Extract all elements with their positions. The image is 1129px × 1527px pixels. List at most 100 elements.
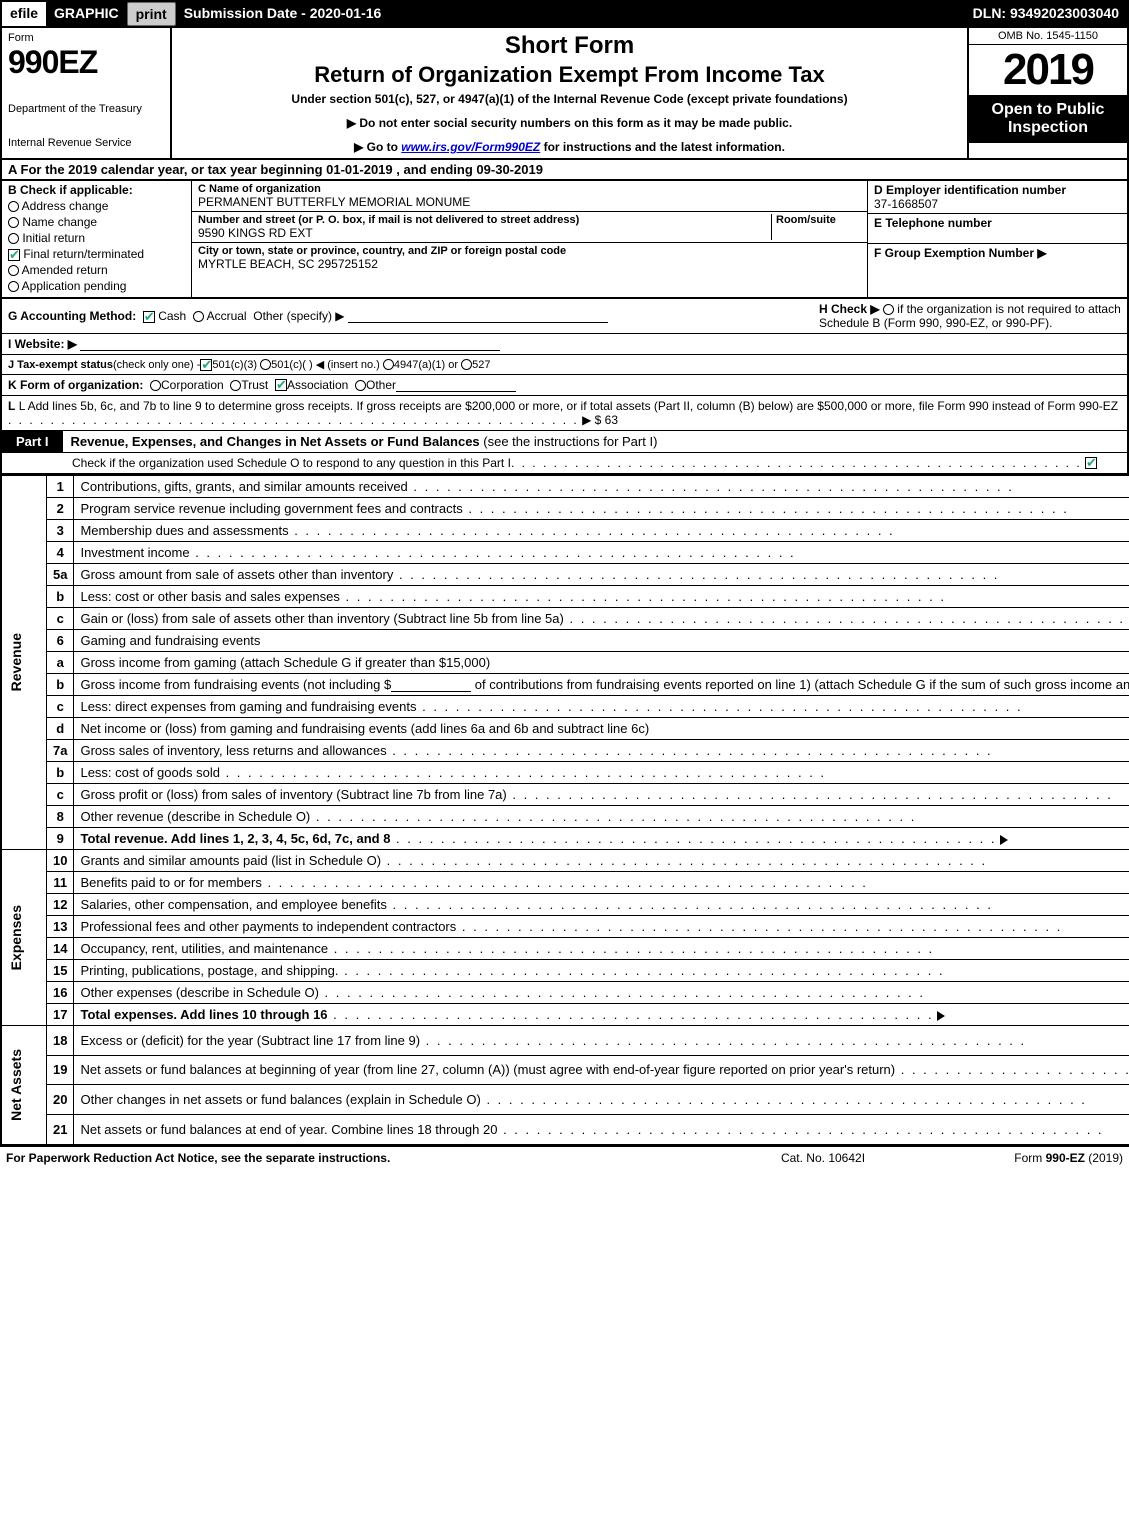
chk-cash[interactable] — [143, 311, 155, 323]
meta-block: G Accounting Method: Cash Accrual Other … — [0, 299, 1129, 475]
chk-corp[interactable] — [150, 380, 161, 391]
chk-final-return[interactable]: Final return/terminated — [8, 247, 185, 261]
submission-date-label: Submission Date - — [184, 5, 310, 21]
line-k-assoc: Association — [287, 378, 348, 392]
dots-icon — [338, 963, 944, 978]
dln-value: 93492023003040 — [1010, 5, 1119, 21]
org-addr-value: 9590 KINGS RD EXT — [198, 226, 771, 240]
part1-bar: Part I Revenue, Expenses, and Changes in… — [2, 431, 1127, 453]
form-header: Form 990EZ Department of the Treasury In… — [0, 28, 1129, 160]
form-word: Form — [8, 32, 164, 44]
box-b-header: B Check if applicable: — [8, 183, 185, 197]
line-g-accrual: Accrual — [207, 309, 247, 323]
chk-4947[interactable] — [383, 359, 394, 370]
org-name-row: C Name of organization PERMANENT BUTTERF… — [192, 181, 867, 212]
chk-527[interactable] — [461, 359, 472, 370]
row-13: 13 Professional fees and other payments … — [1, 916, 1129, 938]
dots-icon — [340, 589, 946, 604]
line-k-label: K Form of organization: — [8, 378, 143, 392]
row-21: 21 Net assets or fund balances at end of… — [1, 1114, 1129, 1144]
org-name-label: C Name of organization — [198, 183, 861, 195]
line-k-other-field[interactable] — [396, 378, 516, 392]
row-3: 3 Membership dues and assessments 3 — [1, 520, 1129, 542]
dots-icon — [310, 809, 916, 824]
row-6: 6 Gaming and fundraising events — [1, 630, 1129, 652]
dots-icon — [319, 985, 925, 1000]
row-4: 4 Investment income 4 — [1, 542, 1129, 564]
l13-desc: Professional fees and other payments to … — [80, 919, 456, 934]
chk-amended-return[interactable]: Amended return — [8, 263, 185, 277]
row-6d: d Net income or (loss) from gaming and f… — [1, 718, 1129, 740]
l12-desc: Salaries, other compensation, and employ… — [80, 897, 386, 912]
print-button[interactable]: print — [127, 2, 176, 26]
org-city-row: City or town, state or province, country… — [192, 243, 867, 273]
dots-icon — [420, 1033, 1026, 1048]
dots-icon — [381, 853, 987, 868]
period-label: A For the 2019 calendar year, or tax yea… — [8, 162, 326, 177]
row-9: 9 Total revenue. Add lines 1, 2, 3, 4, 5… — [1, 828, 1129, 850]
footer-right-pre: Form — [1014, 1151, 1045, 1165]
dots-icon — [387, 897, 993, 912]
l6d-no: d — [47, 718, 74, 740]
row-5a: 5a Gross amount from sale of assets othe… — [1, 564, 1129, 586]
part1-title-text: Revenue, Expenses, and Changes in Net As… — [71, 434, 480, 449]
org-city-label: City or town, state or province, country… — [198, 245, 861, 257]
l7b-desc: Less: cost of goods sold — [80, 765, 219, 780]
footer-center: Cat. No. 10642I — [723, 1151, 923, 1165]
form-title-block: Short Form Return of Organization Exempt… — [172, 28, 967, 158]
subtitle: Under section 501(c), 527, or 4947(a)(1)… — [182, 92, 957, 106]
dots-icon — [417, 699, 1023, 714]
l8-desc: Other revenue (describe in Schedule O) — [80, 809, 310, 824]
chk-initial-return[interactable]: Initial return — [8, 231, 185, 245]
line-g-h: G Accounting Method: Cash Accrual Other … — [2, 299, 1127, 334]
part1-title: Revenue, Expenses, and Changes in Net As… — [63, 434, 658, 449]
box-f-label: F Group Exemption Number ▶ — [874, 246, 1121, 260]
chk-501c[interactable] — [260, 359, 271, 370]
expenses-side-label: Expenses — [1, 850, 47, 1026]
line-l-arrow: ▶ $ — [582, 413, 605, 427]
chk-address-change[interactable]: Address change — [8, 199, 185, 213]
chk-name-change[interactable]: Name change — [8, 215, 185, 229]
l6b-amount-field[interactable] — [391, 678, 471, 692]
footer-right-form: 990-EZ — [1046, 1151, 1085, 1165]
dots-icon — [895, 1062, 1129, 1077]
row-5b: b Less: cost or other basis and sales ex… — [1, 586, 1129, 608]
dots-icon — [408, 479, 1014, 494]
irs-link[interactable]: www.irs.gov/Form990EZ — [401, 140, 540, 154]
footer-left: For Paperwork Reduction Act Notice, see … — [6, 1151, 723, 1165]
chk-initial-return-label: Initial return — [22, 231, 85, 245]
chk-501c3[interactable] — [200, 359, 212, 371]
chk-trust[interactable] — [230, 380, 241, 391]
website-field[interactable] — [80, 337, 500, 351]
dots-icon — [393, 567, 999, 582]
l14-desc: Occupancy, rent, utilities, and maintena… — [80, 941, 328, 956]
chk-other-org[interactable] — [355, 380, 366, 391]
room-suite-label: Room/suite — [776, 214, 861, 226]
dots-icon — [564, 611, 1129, 626]
title-return: Return of Organization Exempt From Incom… — [182, 62, 957, 88]
box-def: D Employer identification number 37-1668… — [867, 181, 1127, 297]
chk-accrual[interactable] — [193, 311, 204, 322]
tax-year: 2019 — [969, 45, 1127, 95]
revenue-side-label: Revenue — [1, 476, 47, 850]
box-b: B Check if applicable: Address change Na… — [2, 181, 192, 297]
l6b-desc-mid: of contributions from fundraising events… — [471, 677, 1129, 692]
irs-label: Internal Revenue Service — [8, 137, 164, 149]
chk-schedule-o[interactable] — [1085, 457, 1097, 469]
line-g-other-field[interactable] — [348, 309, 608, 323]
chk-assoc[interactable] — [275, 379, 287, 391]
note-ssn: ▶ Do not enter social security numbers o… — [182, 116, 957, 130]
row-16: 16 Other expenses (describe in Schedule … — [1, 982, 1129, 1004]
department-label: Department of the Treasury — [8, 103, 164, 115]
title-short-form: Short Form — [182, 32, 957, 60]
period-mid: , and ending — [393, 162, 477, 177]
l19-no: 19 — [47, 1055, 74, 1085]
chk-application-pending[interactable]: Application pending — [8, 279, 185, 293]
form-number: 990EZ — [8, 44, 164, 81]
omb-year-block: OMB No. 1545-1150 2019 Open to Public In… — [967, 28, 1127, 158]
chk-line-h[interactable] — [883, 304, 894, 315]
l6c-no: c — [47, 696, 74, 718]
row-19: 19 Net assets or fund balances at beginn… — [1, 1055, 1129, 1085]
l21-desc: Net assets or fund balances at end of ye… — [80, 1122, 497, 1137]
l17-desc: Total expenses. Add lines 10 through 16 — [80, 1007, 327, 1022]
